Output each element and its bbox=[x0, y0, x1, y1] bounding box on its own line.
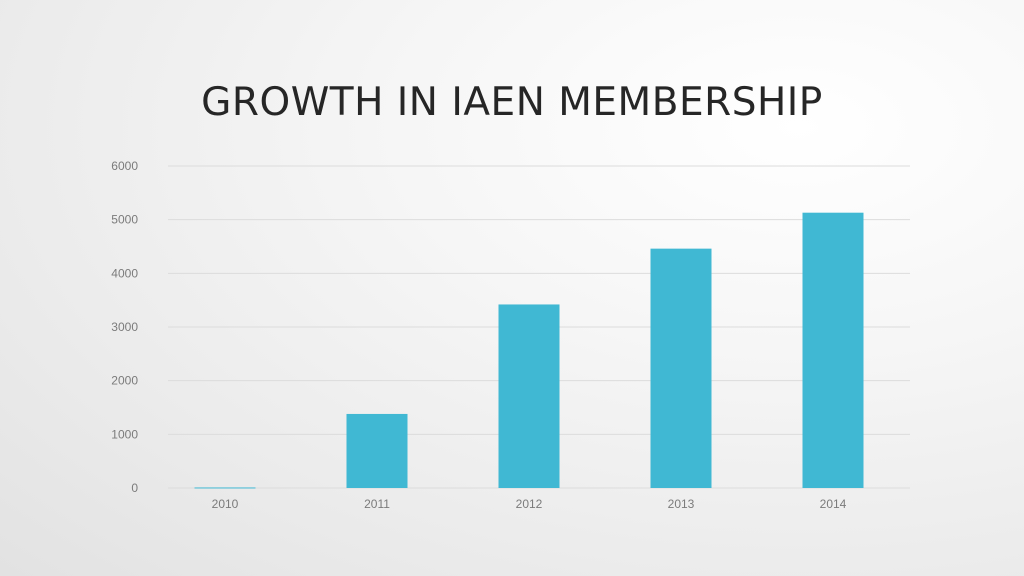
y-tick-label: 3000 bbox=[111, 320, 138, 334]
bars bbox=[194, 212, 864, 489]
x-tick-label: 2011 bbox=[364, 497, 390, 511]
bar-2012 bbox=[498, 304, 560, 488]
y-tick-label: 2000 bbox=[111, 374, 138, 388]
y-axis-ticks: 0 1000 2000 3000 4000 5000 6000 bbox=[111, 159, 138, 495]
y-tick-label: 4000 bbox=[111, 266, 138, 280]
slide-title: GROWTH IN IAEN MEMBERSHIP bbox=[201, 80, 823, 125]
y-tick-label: 5000 bbox=[111, 213, 138, 227]
bar-2013 bbox=[650, 248, 712, 488]
bar-2010 bbox=[194, 487, 256, 489]
bar-2014 bbox=[802, 212, 864, 488]
x-tick-label: 2014 bbox=[820, 497, 847, 511]
x-axis-ticks: 2010 2011 2012 2013 2014 bbox=[212, 497, 847, 511]
x-tick-label: 2012 bbox=[516, 497, 543, 511]
y-tick-label: 0 bbox=[131, 481, 138, 495]
x-tick-label: 2013 bbox=[668, 497, 695, 511]
x-tick-label: 2010 bbox=[212, 497, 239, 511]
y-tick-label: 1000 bbox=[111, 427, 138, 441]
y-tick-label: 6000 bbox=[111, 159, 138, 173]
bar-2011 bbox=[346, 413, 408, 488]
